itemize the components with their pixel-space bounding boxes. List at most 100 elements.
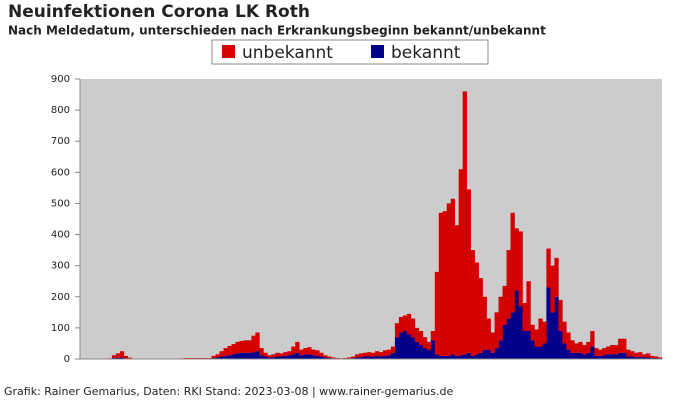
bar [367, 352, 372, 357]
bar [367, 356, 372, 359]
bar [371, 352, 376, 357]
bar [518, 231, 523, 307]
bar [430, 331, 436, 341]
bar [554, 257, 559, 297]
bar [323, 355, 328, 358]
bar [582, 354, 587, 359]
bar [538, 346, 543, 359]
bar [283, 352, 288, 356]
bar [642, 357, 647, 359]
bar [494, 348, 499, 359]
bar [450, 354, 456, 359]
bar [622, 352, 627, 359]
legend-label: bekannt [391, 43, 461, 63]
bar [299, 349, 304, 356]
y-tick-label: 0 [64, 354, 70, 365]
bar [374, 351, 380, 356]
bar [418, 331, 424, 345]
bar [231, 354, 236, 359]
bar [618, 352, 623, 359]
bar [247, 352, 252, 359]
legend-label: unbekannt [242, 43, 333, 63]
bar [434, 271, 440, 355]
bar [271, 357, 276, 359]
bar [470, 355, 475, 359]
bar [506, 250, 511, 319]
bar [546, 248, 551, 288]
bar [418, 345, 424, 359]
bar [530, 340, 535, 359]
bar [614, 345, 619, 355]
bar [287, 351, 292, 356]
bar [522, 303, 527, 331]
bar [586, 341, 591, 353]
bar [654, 356, 659, 359]
bar [187, 358, 192, 359]
bar [279, 353, 284, 357]
bar [562, 343, 567, 359]
bar [550, 312, 555, 359]
legend-box [211, 39, 489, 65]
bar [259, 355, 264, 359]
bar [578, 341, 583, 353]
y-tick-label: 100 [51, 323, 70, 334]
bar [203, 358, 208, 359]
bar [239, 352, 244, 359]
bar [638, 357, 643, 359]
bar [319, 356, 324, 359]
bar [578, 352, 583, 359]
bar [263, 356, 268, 359]
bar [295, 341, 300, 353]
bar [291, 346, 296, 355]
bar [382, 350, 388, 356]
bar [582, 345, 587, 355]
bar [390, 346, 396, 353]
bar [414, 341, 420, 359]
bar [351, 356, 356, 359]
bar [486, 318, 491, 350]
bar [406, 334, 412, 359]
bar [574, 343, 579, 353]
bar [271, 354, 276, 358]
bar [462, 354, 467, 359]
bar [522, 331, 527, 359]
bar [303, 354, 308, 359]
bar [626, 349, 631, 357]
bar [442, 211, 448, 356]
bar [307, 354, 312, 359]
bar [422, 337, 428, 349]
bar [291, 354, 296, 359]
bar [558, 299, 563, 331]
bar [219, 356, 224, 359]
bar [299, 355, 304, 359]
bar [466, 352, 471, 359]
bar [502, 285, 507, 325]
bar [486, 349, 491, 359]
bar [626, 356, 631, 359]
bar [550, 265, 555, 313]
chart-title: Neuinfektionen Corona LK Roth [8, 2, 310, 22]
bar [502, 324, 507, 359]
bar [394, 323, 400, 338]
bar [319, 352, 324, 357]
bar [598, 355, 603, 359]
y-tick-label: 400 [51, 230, 70, 241]
bar [646, 357, 651, 359]
bar [402, 315, 408, 331]
bar [363, 356, 368, 359]
bar [279, 356, 284, 359]
y-tick-label: 800 [51, 105, 70, 116]
bar [343, 358, 348, 359]
bar [534, 329, 539, 347]
bar [402, 331, 408, 359]
bar [466, 189, 471, 353]
bar [610, 354, 615, 359]
bar [259, 348, 264, 356]
bar [255, 332, 260, 352]
bar [458, 355, 463, 359]
bar [426, 341, 432, 350]
bar [634, 352, 639, 358]
y-tick-label: 900 [51, 74, 70, 85]
y-tick-label: 600 [51, 167, 70, 178]
